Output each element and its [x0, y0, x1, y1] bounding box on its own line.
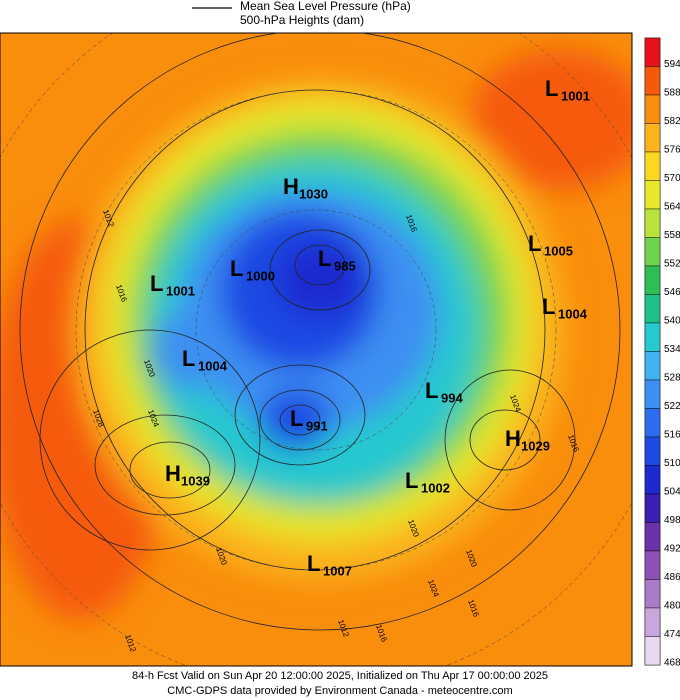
colorbar-swatch [644, 180, 661, 210]
center-value: 1007 [323, 563, 352, 578]
legend-label: Mean Sea Level Pressure (hPa) [240, 0, 411, 13]
center-value: 991 [306, 418, 328, 433]
colorbar-label: 534 [664, 344, 680, 355]
colorbar-label: 480 [664, 601, 680, 612]
colorbar-label: 522 [664, 401, 680, 412]
colorbar-swatch [644, 579, 661, 609]
colorbar-swatch [644, 408, 661, 438]
center-letter: L [230, 256, 243, 281]
colorbar-swatch [644, 351, 661, 381]
latitude-circles [0, 33, 632, 666]
center-value: 985 [334, 258, 356, 273]
colorbar-swatch [644, 294, 661, 324]
colorbar-label: 486 [664, 572, 680, 583]
colorbar-label: 564 [664, 202, 680, 213]
colorbar-label: 588 [664, 88, 680, 99]
colorbar-label: 576 [664, 145, 680, 156]
footer-line: CMC-GDPS data provided by Environment Ca… [167, 685, 512, 697]
colorbar-label: 528 [664, 373, 680, 384]
center-letter: L [528, 231, 541, 256]
center-letter: L [545, 76, 558, 101]
center-letter: L [542, 294, 555, 319]
colorbar-label: 552 [664, 259, 680, 270]
colorbar-swatch [644, 379, 661, 409]
colorbar-label: 516 [664, 430, 680, 441]
center-value: 1001 [166, 283, 195, 298]
colorbar-swatch [644, 493, 661, 523]
center-letter: L [307, 551, 320, 576]
colorbar-swatch [644, 37, 661, 67]
colorbar-swatch [644, 208, 661, 238]
center-letter: L [425, 378, 438, 403]
colorbar-label: 570 [664, 173, 680, 184]
colorbar-swatch [644, 436, 661, 466]
center-letter: H [283, 174, 299, 199]
colorbar-swatch [644, 94, 661, 124]
colorbar-swatch [644, 265, 661, 295]
colorbar-swatch [644, 607, 661, 637]
colorbar-label: 558 [664, 230, 680, 241]
colorbar-label: 498 [664, 515, 680, 526]
center-value: 1002 [421, 480, 450, 495]
height-field [0, 50, 632, 620]
subtitle: 500-hPa Heights (dam) [240, 13, 364, 27]
colorbar-label: 492 [664, 544, 680, 555]
colorbar-swatch [644, 322, 661, 352]
center-letter: L [405, 468, 418, 493]
colorbar-label: 504 [664, 487, 680, 498]
map-frame [0, 32, 633, 667]
colorbar-label: 510 [664, 458, 680, 469]
colorbar-label: 540 [664, 316, 680, 327]
center-value: 1004 [558, 306, 588, 321]
center-value: 1001 [561, 88, 590, 103]
center-letter: H [505, 426, 521, 451]
center-letter: L [290, 406, 303, 431]
colorbar-label: 474 [664, 629, 680, 640]
colorbar-label: 546 [664, 287, 680, 298]
center-value: 994 [441, 390, 463, 405]
center-value: 1030 [299, 186, 328, 201]
colorbar-swatch [644, 550, 661, 580]
center-value: 1004 [198, 358, 228, 373]
colorbar-swatch [644, 123, 661, 153]
colorbar-swatch [644, 66, 661, 96]
colorbar-swatch [644, 237, 661, 267]
center-letter: L [182, 346, 195, 371]
center-value: 1029 [521, 438, 550, 453]
center-value: 1000 [246, 268, 275, 283]
center-letter: H [165, 461, 181, 486]
map-area [0, 33, 632, 666]
colorbar-label: 582 [664, 116, 680, 127]
colorbar-swatch [644, 636, 661, 666]
center-value: 1039 [181, 473, 210, 488]
center-letter: L [318, 246, 331, 271]
center-letter: L [150, 271, 163, 296]
colorbar-label: 594 [664, 59, 680, 70]
colorbar-swatch [644, 151, 661, 181]
colorbar-swatch [644, 465, 661, 495]
center-value: 1005 [544, 243, 573, 258]
colorbar-label: 468 [664, 658, 680, 669]
footer-line: 84-h Fcst Valid on Sun Apr 20 12:00:00 2… [132, 670, 548, 682]
colorbar-swatch [644, 522, 661, 552]
